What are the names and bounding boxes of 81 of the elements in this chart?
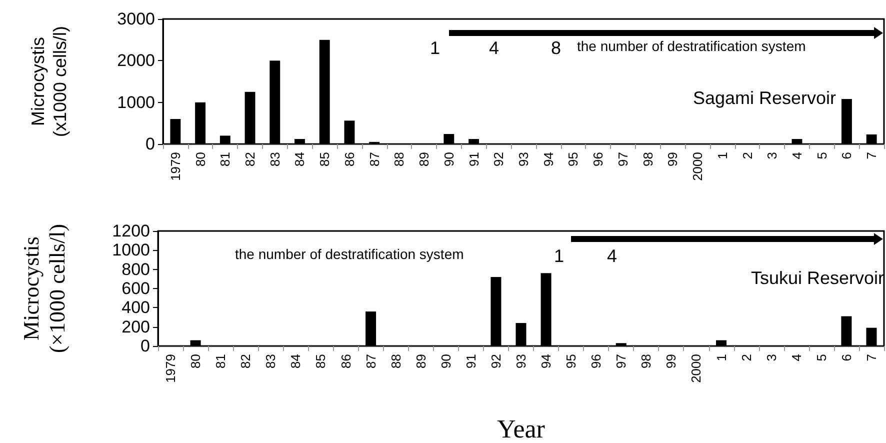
annotation: Sagami Reservoir [692, 88, 836, 108]
annotation: 1 [554, 246, 564, 266]
x-tick-label: 2000 [690, 152, 706, 181]
x-tick-label: 2 [740, 152, 755, 160]
y-tick-label: 600 [122, 279, 150, 298]
x-tick-label: 1979 [168, 152, 183, 181]
y-axis-title: Microcystis (x1000 cells/l) [28, 26, 70, 138]
y-tick-label: 800 [122, 260, 150, 279]
x-axis-title: Year [497, 414, 546, 443]
x-tick-label: 82 [238, 354, 254, 368]
x-tick-label: 6 [838, 354, 854, 362]
x-tick-label: 4 [788, 354, 804, 362]
y-tick-label: 0 [146, 134, 155, 154]
x-tick-label: 88 [388, 354, 404, 368]
x-tick-label: 92 [491, 152, 506, 166]
x-tick-label: 89 [416, 152, 432, 166]
x-tick-label: 99 [664, 354, 679, 368]
x-tick-label: 83 [267, 152, 282, 166]
x-tick-label: 97 [615, 152, 630, 166]
x-tick-label: 91 [466, 152, 482, 166]
x-tick-label: 94 [540, 152, 556, 166]
x-tick-label: 1 [714, 152, 730, 160]
x-tick-label: 85 [317, 152, 332, 166]
y-tick-label: 2000 [117, 51, 155, 70]
x-tick-label: 99 [665, 152, 680, 166]
x-tick-label: 5 [814, 152, 830, 160]
y-tick-label: 0 [140, 336, 150, 356]
x-tick-label: 6 [839, 152, 854, 160]
x-tick-label: 93 [514, 354, 528, 368]
x-tick-label: 85 [313, 354, 328, 368]
x-tick-label: 82 [242, 152, 258, 166]
x-tick-label: 90 [438, 354, 454, 368]
x-tick-label: 80 [188, 354, 204, 368]
x-tick-label: 90 [441, 152, 456, 166]
x-tick-label: 94 [538, 354, 554, 368]
x-tick-label: 95 [564, 354, 579, 368]
x-tick-label: 96 [588, 354, 604, 368]
x-tick-label: 3 [764, 152, 780, 160]
x-tick-label: 88 [392, 152, 407, 166]
x-tick-label: 84 [288, 354, 304, 368]
x-tick-label: 3 [764, 354, 779, 362]
x-tick-label: 98 [638, 354, 654, 368]
x-tick-label: 86 [338, 354, 354, 368]
x-tick-label: 95 [566, 152, 581, 166]
y-tick-label: 1000 [117, 92, 155, 112]
x-tick-label: 96 [590, 152, 606, 166]
x-tick-label: 91 [463, 354, 478, 368]
annotation: 4 [607, 246, 618, 266]
x-tick-label: 81 [213, 354, 228, 368]
x-tick-label: 1 [714, 354, 729, 362]
x-tick-label: 89 [413, 354, 428, 368]
annotation: Tsukui Reservoir [750, 268, 884, 288]
x-tick-label: 7 [864, 152, 880, 160]
x-tick-label: 84 [292, 152, 308, 166]
x-tick-label: 2 [738, 354, 754, 362]
annotation: 1 [430, 38, 440, 58]
x-tick-label: 81 [218, 152, 233, 166]
y-tick-label: 400 [122, 298, 150, 318]
x-tick-label: 7 [864, 354, 879, 362]
y-tick-label: 200 [122, 317, 150, 336]
x-tick-label: 92 [488, 354, 504, 368]
annotation: the number of destratification system [235, 246, 464, 262]
x-tick-label: 4 [789, 152, 804, 160]
x-tick-label: 86 [342, 152, 357, 166]
x-tick-label: 80 [192, 152, 208, 166]
y-tick-label: 1000 [112, 240, 150, 260]
x-tick-label: 93 [516, 152, 531, 166]
annotation: 8 [551, 38, 562, 58]
x-tick-label: 5 [814, 354, 829, 362]
x-tick-label: 1979 [163, 354, 178, 383]
x-tick-label: 83 [263, 354, 278, 368]
x-tick-label: 97 [614, 354, 629, 368]
x-tick-label: 2000 [688, 354, 704, 383]
y-tick-label: 1200 [112, 222, 150, 240]
x-tick-label: 87 [366, 152, 382, 166]
y-tick-label: 3000 [117, 10, 155, 28]
y-axis-title: Microcystis (×1000 cells/l) [18, 224, 70, 354]
x-tick-label: 98 [640, 152, 656, 166]
annotation: the number of destratification system [577, 38, 806, 54]
x-tick-label: 87 [363, 354, 378, 368]
annotation: 4 [489, 38, 500, 58]
